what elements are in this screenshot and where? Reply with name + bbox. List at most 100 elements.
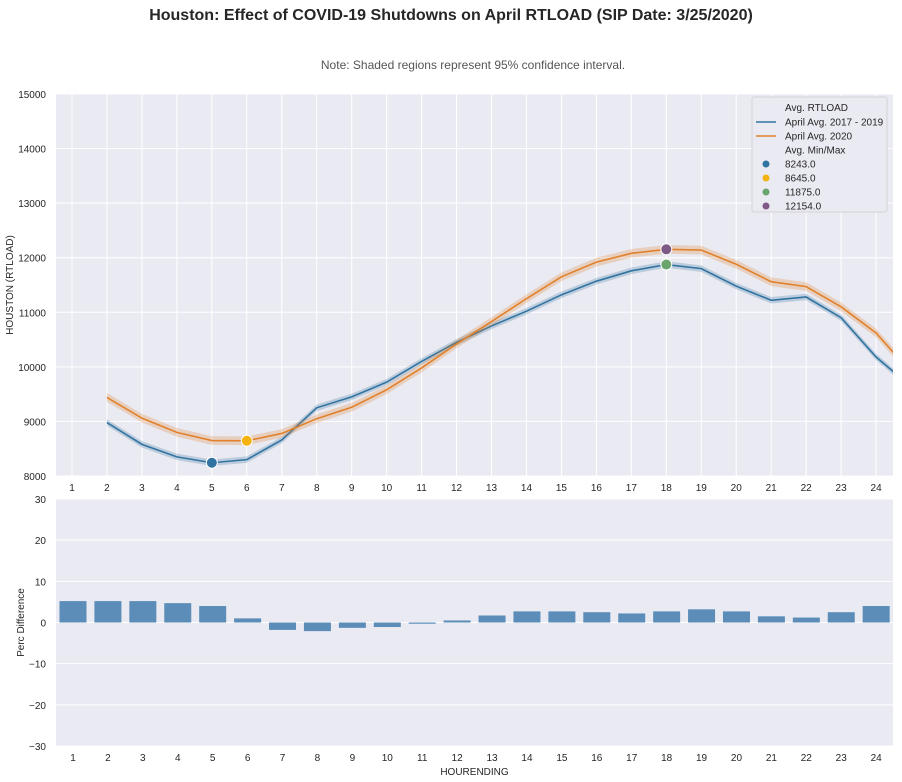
legend-label: April Avg. 2020 xyxy=(785,132,853,143)
x-tick-label: 12 xyxy=(451,483,463,494)
bar xyxy=(827,612,855,623)
y-axis-label: Perc Difference xyxy=(16,588,27,657)
y-tick-label: 10000 xyxy=(18,363,46,374)
y-tick-label: 20 xyxy=(35,536,47,547)
x-tick-label: 1 xyxy=(70,753,76,764)
x-tick-label: 5 xyxy=(210,753,216,764)
x-tick-label: 15 xyxy=(556,483,568,494)
x-tick-label: 17 xyxy=(626,483,638,494)
x-tick-label: 20 xyxy=(731,753,743,764)
x-tick-label: 1 xyxy=(69,483,75,494)
x-tick-label: 22 xyxy=(801,483,813,494)
legend-marker-swatch xyxy=(762,174,770,182)
min-max-marker xyxy=(205,456,218,469)
x-tick-label: 17 xyxy=(626,753,638,764)
bar xyxy=(792,617,820,623)
x-tick-label: 14 xyxy=(521,483,533,494)
x-tick-label: 21 xyxy=(766,483,778,494)
series-line xyxy=(106,263,893,464)
figure-title: Houston: Effect of COVID-19 Shutdowns on… xyxy=(149,7,753,24)
bar xyxy=(548,611,576,623)
legend: Avg. RTLOAD April Avg. 2017 - 2019 April A… xyxy=(751,96,888,213)
bar xyxy=(94,601,122,623)
y-tick-label: 11000 xyxy=(19,308,47,319)
x-tick-label: 15 xyxy=(556,753,568,764)
y-tick-label: 9000 xyxy=(24,417,47,428)
x-tick-label: 24 xyxy=(871,483,883,494)
legend-label: 11875.0 xyxy=(785,188,821,199)
bar xyxy=(303,622,331,632)
bar xyxy=(653,611,681,623)
legend-marker-swatch xyxy=(762,188,770,196)
legend-title: Avg. Min/Max xyxy=(785,146,845,157)
bar xyxy=(688,609,716,623)
y-tick-label: 14000 xyxy=(18,145,46,156)
x-tick-label: 14 xyxy=(521,753,533,764)
x-tick-label: 20 xyxy=(731,483,743,494)
x-tick-label: 11 xyxy=(416,483,427,494)
legend-box xyxy=(751,96,888,213)
x-tick-label: 23 xyxy=(836,483,848,494)
legend-marker-swatch xyxy=(762,202,770,210)
x-tick-label: 7 xyxy=(279,483,285,494)
legend-title: Avg. RTLOAD xyxy=(785,103,848,114)
x-tick-label: 12 xyxy=(452,753,464,764)
x-tick-label: 21 xyxy=(766,753,778,764)
legend-label: 8645.0 xyxy=(785,174,816,185)
bar xyxy=(583,612,611,623)
legend-label: April Avg. 2017 - 2019 xyxy=(785,118,884,129)
bar xyxy=(618,613,646,623)
x-tick-label: 24 xyxy=(871,753,883,764)
figure-note: Note: Shaded regions represent 95% confi… xyxy=(321,58,625,72)
min-max-marker xyxy=(240,434,253,447)
x-tick-label: 16 xyxy=(591,753,603,764)
x-tick-label: 16 xyxy=(591,483,603,494)
x-axis-label: HOURENDING xyxy=(440,767,509,778)
x-tick-label: 19 xyxy=(696,483,708,494)
x-tick-label: 2 xyxy=(105,753,111,764)
y-axis-label: HOUSTON (RTLOAD) xyxy=(5,235,16,335)
x-tick-label: 9 xyxy=(349,483,355,494)
bar xyxy=(478,615,506,623)
x-tick-label: 8 xyxy=(314,483,320,494)
min-max-marker xyxy=(660,258,673,271)
y-tick-label: 8000 xyxy=(24,472,47,483)
bar xyxy=(338,622,366,628)
y-tick-label: 30 xyxy=(35,495,47,506)
bar xyxy=(408,622,436,624)
x-tick-label: 4 xyxy=(175,753,181,764)
x-tick-label: 11 xyxy=(417,753,428,764)
x-tick-label: 8 xyxy=(315,753,321,764)
bar xyxy=(373,622,401,628)
bar xyxy=(722,611,750,623)
bar xyxy=(269,622,297,630)
y-tick-label: −20 xyxy=(29,701,46,712)
y-tick-label: 10 xyxy=(35,577,47,588)
x-tick-label: 3 xyxy=(139,483,145,494)
legend-label: 12154.0 xyxy=(785,202,822,213)
y-tick-label: 13000 xyxy=(18,199,46,210)
x-tick-label: 18 xyxy=(661,483,673,494)
x-tick-label: 6 xyxy=(244,483,250,494)
x-tick-label: 9 xyxy=(350,753,356,764)
x-tick-label: 10 xyxy=(382,753,394,764)
legend-label: 8243.0 xyxy=(785,160,816,171)
bar xyxy=(129,601,157,623)
x-tick-label: 19 xyxy=(696,753,708,764)
y-tick-label: 12000 xyxy=(18,254,46,265)
bar xyxy=(757,616,785,623)
x-tick-label: 23 xyxy=(836,753,848,764)
bar xyxy=(59,601,87,623)
bar xyxy=(443,620,471,623)
x-tick-label: 5 xyxy=(209,483,215,494)
bar xyxy=(234,618,262,623)
x-tick-label: 4 xyxy=(174,483,180,494)
x-tick-label: 2 xyxy=(104,483,110,494)
legend-marker-swatch xyxy=(762,160,770,168)
x-tick-label: 13 xyxy=(486,483,498,494)
bar xyxy=(513,611,541,623)
